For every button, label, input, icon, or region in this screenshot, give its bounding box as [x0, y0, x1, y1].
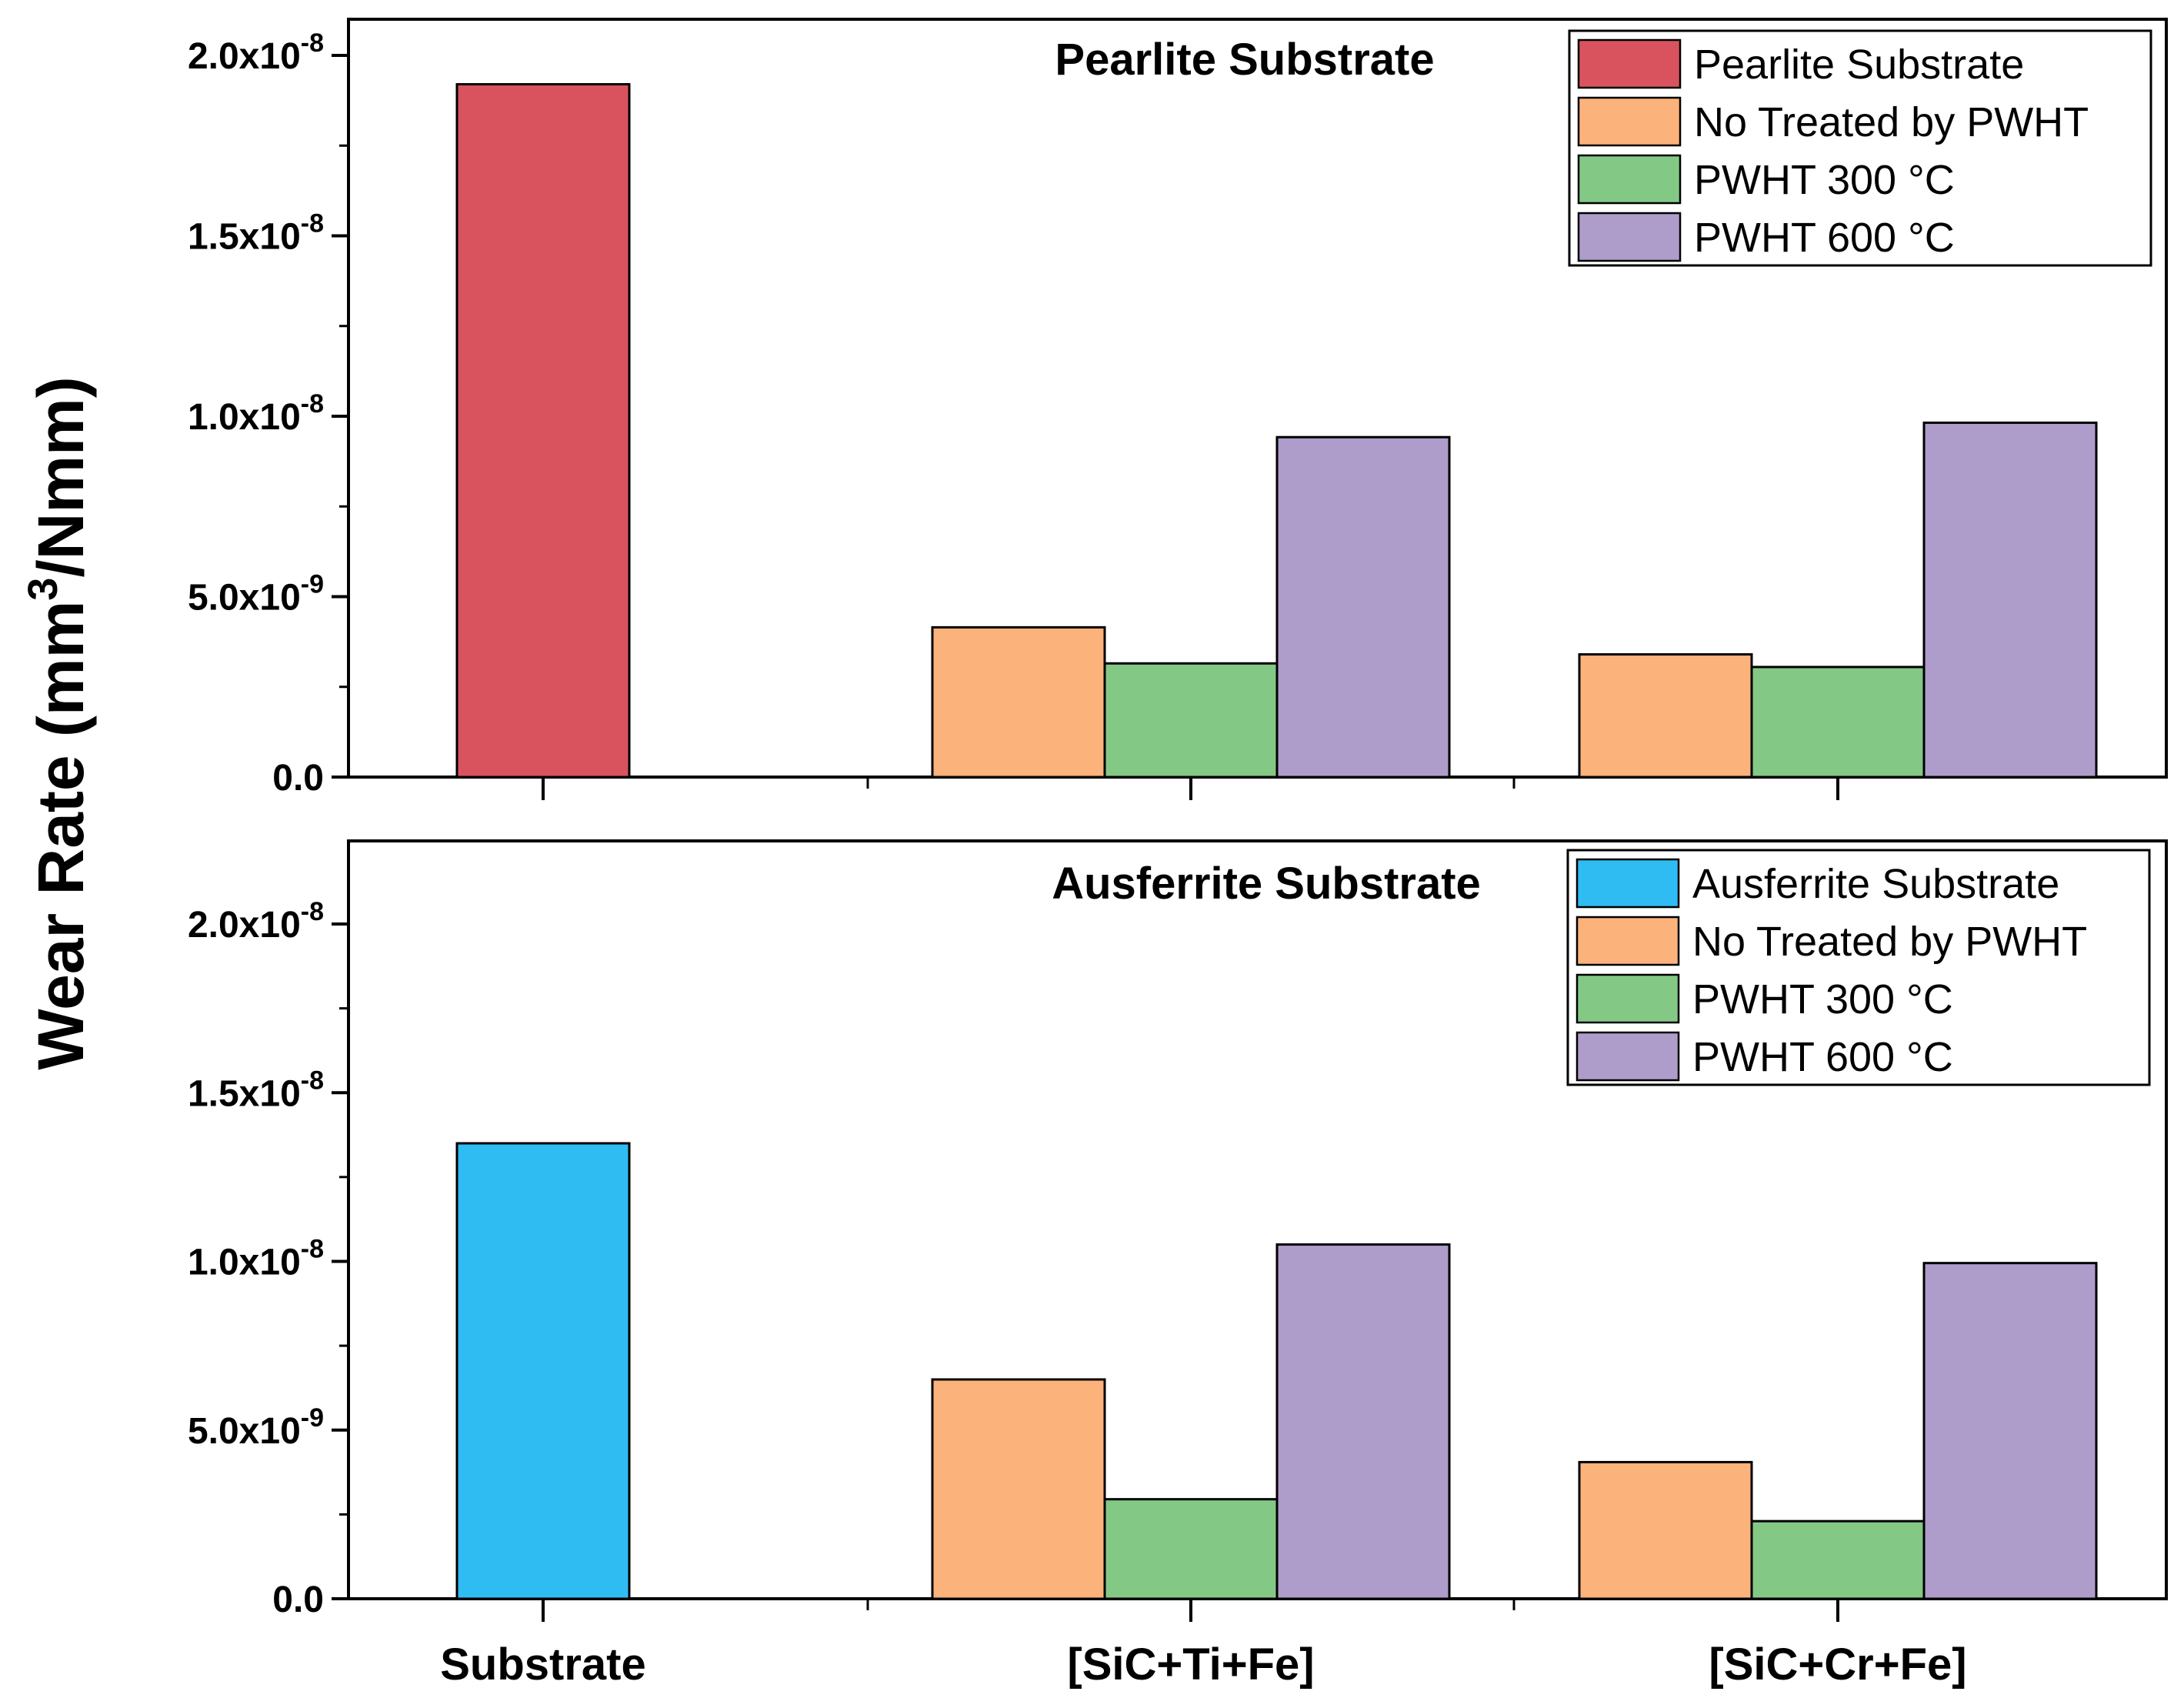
- bar: [1922, 1262, 2098, 1600]
- legend-entry: No Treated by PWHT: [1694, 99, 2089, 145]
- y-tick-label: 1.0x10-8: [188, 1235, 324, 1283]
- legend-entry: Pearlite Substrate: [1694, 42, 2024, 88]
- bar: [1275, 435, 1451, 779]
- bar: [931, 625, 1106, 779]
- legend-swatch: [1577, 96, 1682, 147]
- legend-entry: PWHT 300 °C: [1692, 976, 1953, 1022]
- bar: [455, 1142, 631, 1600]
- y-tick-label: 1.0x10-8: [188, 389, 324, 438]
- bar: [1578, 1460, 1753, 1600]
- y-tick-label: 2.0x10-8: [188, 28, 324, 77]
- legend-entry: No Treated by PWHT: [1692, 919, 2087, 965]
- panel-title: Pearlite Substrate: [1055, 35, 1434, 85]
- legend: Ausferrite Substrate No Treated by PWHT PW…: [1566, 849, 2151, 1086]
- legend-swatch: [1577, 212, 1682, 262]
- legend-swatch: [1575, 973, 1680, 1024]
- bar: [1275, 1243, 1451, 1600]
- legend-swatch: [1575, 1031, 1680, 1082]
- x-tick-label: [SiC+Cr+Fe]: [1709, 1640, 1966, 1690]
- legend: Pearlite Substrate No Treated by PWHT PWHT…: [1568, 29, 2152, 267]
- bar: [931, 1378, 1106, 1600]
- legend-entry: PWHT 600 °C: [1694, 215, 1955, 261]
- bar: [455, 83, 631, 779]
- y-tick-label: 5.0x10-9: [188, 1403, 324, 1452]
- y-tick-label: 0.0: [272, 758, 324, 799]
- bar: [1103, 662, 1279, 779]
- legend-entry: PWHT 300 °C: [1694, 157, 1955, 203]
- y-tick-label: 2.0x10-8: [188, 897, 324, 946]
- legend-swatch: [1577, 38, 1682, 89]
- bar: [1103, 1498, 1279, 1600]
- bar: [1750, 1520, 1926, 1600]
- panel-title: Ausferrite Substrate: [1052, 859, 1481, 909]
- y-tick-label: 1.5x10-8: [188, 1066, 324, 1114]
- y-axis-label: Wear Rate (mm3/Nmm): [20, 376, 97, 1069]
- x-tick-label: [SiC+Ti+Fe]: [1067, 1640, 1314, 1690]
- y-tick-label: 0.0: [272, 1580, 324, 1620]
- legend-entry: Ausferrite Substrate: [1692, 861, 2059, 907]
- x-tick-label: Substrate: [440, 1640, 646, 1690]
- legend-swatch: [1575, 858, 1680, 909]
- legend-entry: PWHT 600 °C: [1692, 1034, 1953, 1080]
- bar: [1578, 653, 1753, 779]
- bar: [1922, 421, 2098, 779]
- panel-pearlite: 0.0 5.0x10-9 1.0x10-8 1.5x10-8 2.0x10-8 Pearl…: [188, 18, 2168, 800]
- y-tick-label: 1.5x10-8: [188, 209, 324, 258]
- legend-swatch: [1575, 916, 1680, 966]
- y-tick-label: 5.0x10-9: [188, 570, 324, 619]
- bar: [1750, 666, 1926, 779]
- panel-ausferrite: 0.0 5.0x10-9 1.0x10-8 1.5x10-8 2.0x10-8 Ausfe…: [188, 839, 2168, 1622]
- legend-swatch: [1577, 154, 1682, 205]
